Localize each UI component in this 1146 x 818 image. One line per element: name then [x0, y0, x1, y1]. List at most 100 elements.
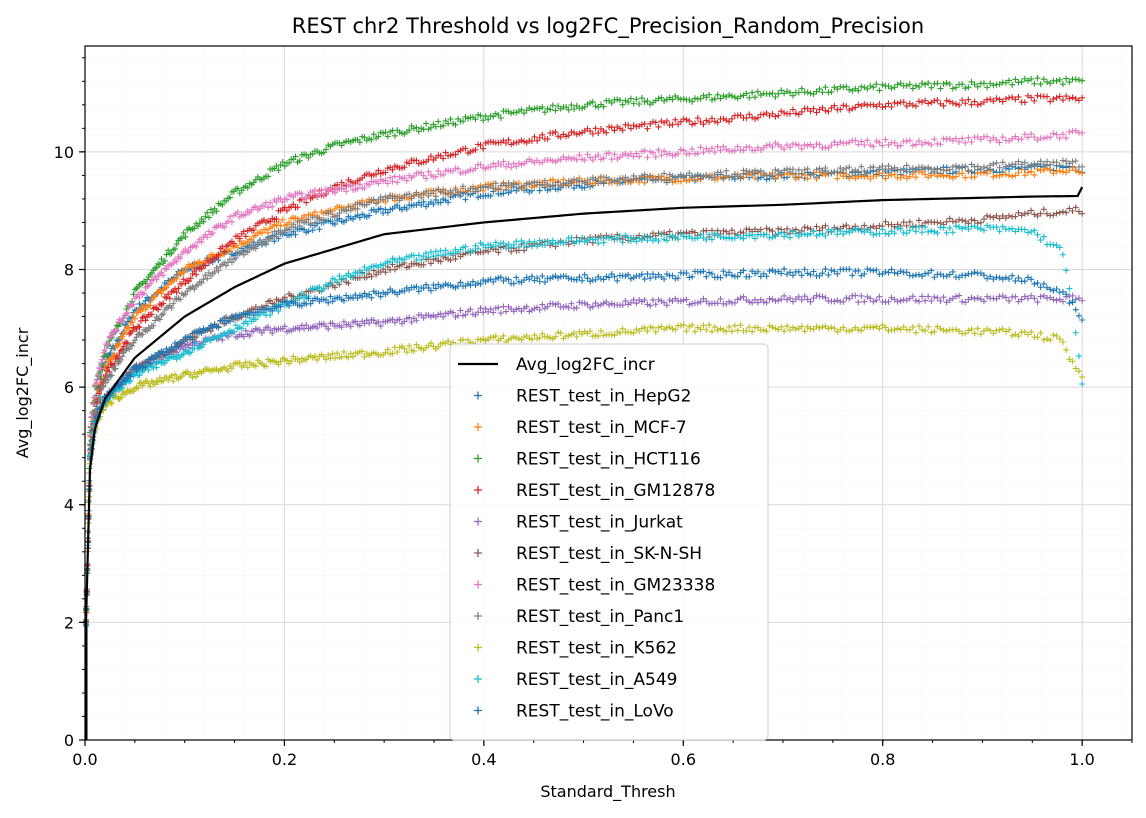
data-point: [508, 110, 515, 117]
data-point: [595, 333, 602, 340]
data-point: [152, 293, 159, 300]
data-point: [305, 154, 312, 161]
data-point: [804, 142, 811, 149]
data-point: [316, 284, 323, 291]
data-point: [153, 364, 160, 371]
data-point: [638, 121, 645, 128]
data-point: [1047, 134, 1054, 141]
data-point: [974, 83, 981, 90]
data-point: [600, 300, 607, 307]
data-point: [858, 327, 865, 334]
data-point: [1044, 336, 1050, 343]
data-point: [647, 101, 654, 108]
data-point: [619, 152, 626, 159]
data-point: [882, 136, 889, 143]
data-point: [107, 333, 114, 340]
data-point: [915, 138, 922, 145]
data-point: [897, 268, 904, 275]
data-point: [163, 251, 170, 258]
data-point: [888, 294, 895, 301]
data-point: [786, 295, 793, 302]
data-point: [952, 326, 959, 333]
data-point: [505, 241, 512, 248]
data-point: [587, 128, 594, 135]
data-point: [196, 220, 203, 227]
data-point: [834, 169, 841, 176]
data-point: [1034, 280, 1041, 287]
data-point: [495, 249, 502, 256]
data-point: [277, 358, 284, 365]
data-point: [230, 240, 237, 247]
data-point: [447, 187, 454, 194]
data-point: [340, 275, 347, 282]
data-point: [726, 118, 733, 125]
data-point: [440, 171, 447, 178]
data-point: [536, 334, 543, 341]
data-point: [763, 110, 770, 117]
data-point: [987, 167, 994, 174]
data-point: [455, 165, 462, 172]
data-point: [573, 176, 580, 183]
data-point: [728, 328, 735, 335]
data-point: [608, 179, 615, 186]
data-point: [728, 115, 735, 122]
data-point: [1072, 296, 1079, 303]
data-point: [185, 247, 192, 254]
legend-marker: [474, 549, 482, 557]
data-point: [565, 304, 572, 311]
data-point: [413, 157, 420, 164]
data-point: [492, 163, 499, 170]
data-point: [804, 224, 811, 231]
data-point: [934, 80, 941, 87]
data-point: [184, 264, 191, 271]
data-point: [1059, 288, 1066, 295]
data-point: [781, 146, 788, 153]
data-point: [477, 112, 484, 119]
data-point: [840, 102, 847, 109]
data-point: [1050, 287, 1057, 294]
data-point: [655, 230, 662, 237]
data-point: [909, 293, 916, 300]
data-point: [852, 85, 859, 92]
data-point: [215, 257, 222, 264]
data-point: [165, 247, 172, 254]
data-point: [655, 146, 662, 153]
data-point: [147, 360, 154, 367]
data-point: [1047, 337, 1054, 344]
data-point: [513, 334, 520, 341]
data-point: [275, 227, 282, 234]
data-point: [900, 219, 907, 226]
data-point: [807, 271, 814, 278]
data-point: [338, 142, 345, 149]
data-point: [215, 251, 222, 258]
data-point: [619, 127, 626, 134]
data-point: [888, 104, 895, 111]
data-point: [993, 274, 1000, 281]
data-point: [1069, 292, 1076, 299]
data-point: [984, 212, 991, 219]
data-point: [1006, 137, 1013, 144]
data-point: [225, 368, 232, 375]
data-point: [858, 292, 865, 299]
data-point: [600, 276, 607, 283]
data-point: [867, 266, 874, 273]
data-point: [846, 86, 853, 93]
data-point: [290, 221, 297, 228]
data-point: [849, 227, 856, 234]
data-point: [318, 187, 325, 194]
data-point: [946, 166, 953, 173]
data-point: [209, 324, 216, 331]
data-point: [772, 325, 779, 332]
data-point: [798, 85, 805, 92]
data-point: [505, 160, 512, 167]
data-point: [919, 293, 926, 300]
data-point: [117, 356, 124, 363]
legend-label: Avg_log2FC_incr: [516, 355, 655, 375]
data-point: [178, 235, 185, 242]
data-point: [415, 252, 422, 259]
data-point: [173, 258, 180, 265]
data-point: [573, 304, 580, 311]
data-point: [359, 293, 366, 300]
data-point: [539, 330, 546, 337]
data-point: [769, 324, 776, 331]
